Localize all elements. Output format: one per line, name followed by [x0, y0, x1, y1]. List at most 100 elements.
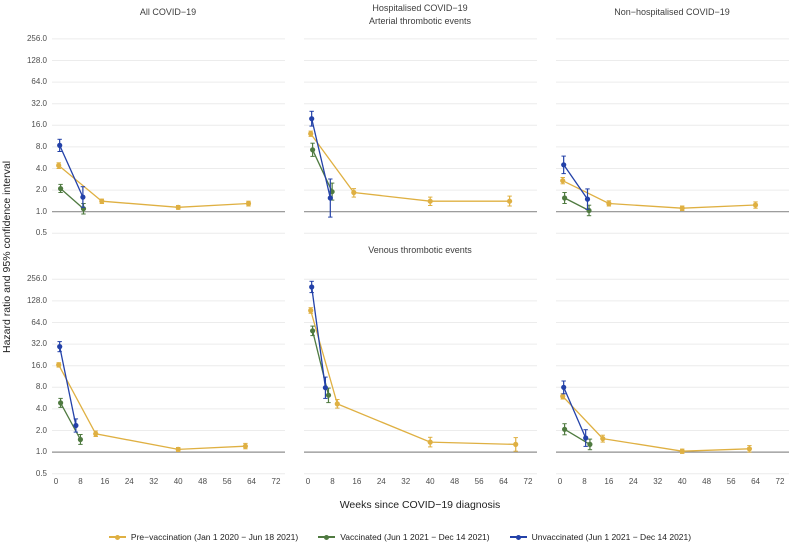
- data-point: [56, 162, 62, 169]
- y-tick-label: 128.0: [26, 55, 47, 65]
- data-point: [600, 436, 606, 442]
- x-tick-label: 64: [247, 477, 256, 486]
- y-tick-label: 16.0: [31, 360, 47, 370]
- y-tick-label: 64.0: [31, 77, 47, 87]
- data-point: [322, 385, 328, 391]
- data-point: [560, 178, 566, 184]
- x-tick-label: 72: [523, 477, 533, 486]
- data-point: [427, 439, 433, 445]
- x-tick-label: 48: [702, 477, 712, 486]
- data-point: [308, 307, 314, 314]
- x-tick-label: 56: [726, 477, 736, 486]
- data-point: [587, 441, 593, 447]
- x-tick-label: 32: [653, 477, 663, 486]
- y-tick-label: 128.0: [26, 295, 47, 305]
- data-point: [325, 392, 332, 398]
- data-point: [73, 422, 79, 429]
- legend-marker-icon: [509, 533, 527, 542]
- legend-dot: [324, 534, 330, 540]
- data-point: [746, 446, 753, 452]
- data-point: [308, 131, 314, 137]
- x-tick-label: 64: [499, 477, 508, 486]
- x-tick-label: 64: [751, 477, 760, 486]
- series-line-unvaccinated: [59, 145, 84, 198]
- y-tick-label: 256.0: [26, 33, 47, 43]
- data-point: [561, 162, 567, 168]
- series-line-unvaccinated: [59, 346, 77, 426]
- panel-title-hospitalised: Hospitalised COVID−19 Arterial thromboti…: [320, 2, 520, 28]
- x-tick-label: 16: [604, 477, 614, 486]
- x-tick-label: 8: [78, 477, 83, 486]
- x-tick-label: 32: [149, 477, 159, 486]
- data-point: [562, 195, 568, 201]
- y-tick-label: 32.0: [31, 339, 47, 349]
- data-point: [351, 189, 357, 196]
- data-point: [309, 116, 315, 122]
- x-tick-label: 24: [628, 477, 638, 486]
- series-line-pre-vaccination: [58, 164, 249, 208]
- data-point: [507, 198, 513, 204]
- data-point: [679, 448, 685, 454]
- data-point: [245, 200, 252, 207]
- series-line-unvaccinated: [563, 387, 587, 439]
- row-title-arterial: Arterial thrombotic events: [368, 16, 472, 26]
- series-line-pre-vaccination: [310, 133, 510, 202]
- x-tick-label: 56: [474, 477, 484, 486]
- data-point: [583, 435, 589, 441]
- x-tick-label: 0: [53, 477, 59, 486]
- x-tick-label: 48: [198, 477, 208, 486]
- x-tick-label: 72: [775, 477, 785, 486]
- y-tick-label: 1.0: [35, 206, 47, 216]
- series-line-unvaccinated: [563, 164, 589, 200]
- legend-item-label: Pre−vaccination (Jan 1 2020 − Jun 18 202…: [130, 532, 299, 542]
- data-point: [80, 194, 86, 200]
- data-point: [242, 443, 248, 449]
- y-tick-label: 2.0: [35, 185, 47, 195]
- x-tick-label: 0: [557, 477, 563, 486]
- x-tick-label: 32: [401, 477, 411, 486]
- data-point: [752, 202, 759, 208]
- series-line-pre-vaccination: [58, 364, 246, 451]
- series-line-vaccinated: [60, 188, 84, 210]
- x-tick-label: 24: [124, 477, 134, 486]
- x-tick-label: 8: [582, 477, 587, 486]
- data-point: [561, 384, 567, 390]
- row-title-venous: Venous thrombotic events: [368, 245, 472, 255]
- series-line-vaccinated: [60, 402, 81, 440]
- series-line-vaccinated: [564, 197, 590, 212]
- data-point: [56, 362, 62, 368]
- data-point: [77, 436, 83, 443]
- legend-dot: [114, 534, 120, 540]
- series-line-unvaccinated: [311, 286, 327, 388]
- data-point: [679, 205, 685, 211]
- data-point: [57, 142, 63, 148]
- panel-title-hospitalised-line1: Hospitalised COVID−19: [372, 3, 468, 13]
- y-tick-label: 64.0: [31, 317, 47, 327]
- x-tick-label: 24: [376, 477, 386, 486]
- x-tick-label: 40: [677, 477, 687, 486]
- x-tick-label: 48: [450, 477, 460, 486]
- series-line-vaccinated: [312, 149, 333, 192]
- series-line-pre-vaccination: [562, 180, 756, 209]
- legend-marker-icon: [108, 533, 126, 542]
- series-line-unvaccinated: [311, 118, 331, 199]
- legend-item-label: Unvaccinated (Jun 1 2021 − Dec 14 2021): [531, 532, 692, 542]
- data-point: [175, 446, 181, 452]
- y-tick-label: 32.0: [31, 98, 47, 108]
- y-tick-label: 4.0: [35, 163, 47, 173]
- data-point: [310, 147, 316, 153]
- legend-marker-icon: [318, 533, 336, 542]
- y-tick-label: 0.5: [35, 468, 47, 478]
- x-tick-label: 16: [352, 477, 362, 486]
- data-point: [606, 200, 612, 207]
- panel-title-non-hospitalised: Non−hospitalised COVID−19: [614, 7, 730, 17]
- x-tick-label: 0: [305, 477, 311, 486]
- data-point: [562, 426, 568, 432]
- y-tick-label: 1.0: [35, 447, 47, 457]
- data-point: [334, 401, 340, 407]
- data-point: [57, 344, 63, 350]
- legend-item-vaccinated: Vaccinated (Jun 1 2021 − Dec 14 2021): [318, 532, 490, 542]
- data-point: [427, 198, 433, 204]
